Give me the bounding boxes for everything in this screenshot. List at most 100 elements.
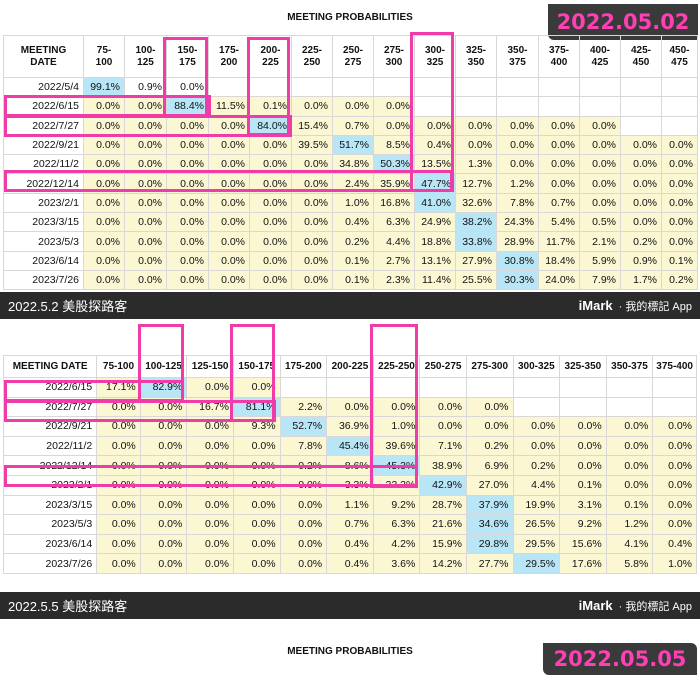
probability-cell: 0.0% xyxy=(538,134,580,156)
probability-cell: 0.4% xyxy=(332,212,374,233)
probability-cell: 0.1% xyxy=(332,269,374,291)
probability-cell xyxy=(559,377,607,398)
probability-cell: 32.6% xyxy=(455,192,497,214)
probability-cell: 42.9% xyxy=(419,474,467,496)
probability-cell: 35.9% xyxy=(373,173,415,194)
probability-cell: 1.3% xyxy=(455,154,497,175)
probability-cell xyxy=(326,377,374,398)
probability-cell: 0.0% xyxy=(620,192,662,214)
probability-cell: 0.0% xyxy=(166,76,209,98)
probability-cell: 0.0% xyxy=(139,416,188,437)
column-header-100-125: 100-125 xyxy=(124,35,167,78)
probability-cell: 0.4% xyxy=(414,134,456,156)
probability-cell: 0.0% xyxy=(83,231,125,252)
probability-cell: 0.0% xyxy=(620,173,662,194)
probability-cell: 0.0% xyxy=(652,514,697,535)
column-header-125-150: 125-150 xyxy=(186,355,234,378)
table-row: 2023/6/14 0.0% 0.0% 0.0% 0.0% 0.0% 0.4% 4.2% 15.… xyxy=(2,533,697,555)
probability-cell: 0.0% xyxy=(166,212,209,233)
probability-cell: 0.0% xyxy=(291,192,333,214)
probability-cell xyxy=(579,96,621,117)
table-row: 2022/12/14 0.0% 0.0% 0.0% 0.0% 0.0% 0.0% 2.4% 35… xyxy=(3,173,698,194)
probability-cell xyxy=(605,377,654,398)
probability-cell: 0.0% xyxy=(208,173,250,194)
probability-cell: 0.0% xyxy=(291,212,333,233)
probability-cell: 99.1% xyxy=(83,76,125,98)
probability-cell: 7.1% xyxy=(419,435,467,457)
probability-cell: 0.0% xyxy=(139,435,188,457)
probability-cell: 0.0% xyxy=(291,173,333,194)
column-header-225-250: 225-250 xyxy=(291,35,333,78)
panel-2022-05-02: MEETING PROBABILITIES 2022.05.02 MEETING… xyxy=(0,0,700,292)
meeting-date-cell: 2022/7/27 xyxy=(3,115,84,136)
meeting-date-cell: 2023/6/14 xyxy=(3,250,84,271)
probability-cell xyxy=(661,115,698,136)
probability-cell: 0.0% xyxy=(124,134,167,156)
table-row: 2022/5/4 99.1% 0.9% 0.0% xyxy=(3,76,698,98)
probability-cell: 0.0% xyxy=(579,134,621,156)
meeting-date-cell: 2023/7/26 xyxy=(3,269,84,291)
footer-caption: 2022.5.5 美股探路客 xyxy=(8,599,128,614)
probability-cell: 0.0% xyxy=(249,269,292,291)
probability-cell: 4.2% xyxy=(372,533,421,555)
probability-cell: 50.3% xyxy=(373,154,415,175)
column-header-375-400: 375-400 xyxy=(538,35,580,78)
meeting-date-cell: 2023/2/1 xyxy=(3,192,84,214)
probability-cell: 0.0% xyxy=(291,154,333,175)
probability-cell: 21.6% xyxy=(419,514,467,535)
probability-cell: 0.0% xyxy=(96,553,141,574)
probability-cell: 11.5% xyxy=(208,96,250,117)
column-header-meeting-date: MEETING DATE xyxy=(2,355,98,378)
probability-cell: 34.6% xyxy=(465,514,514,535)
column-header-175-200: 175-200 xyxy=(208,35,250,78)
probability-cell: 1.2% xyxy=(605,514,654,535)
probability-cell xyxy=(538,96,580,117)
table-row: 2022/7/27 0.0% 0.0% 0.0% 0.0% 84.0% 15.4% 0.7% 0… xyxy=(3,115,698,136)
probability-cell: 0.0% xyxy=(291,231,333,252)
probability-cell: 0.0% xyxy=(414,115,456,136)
meeting-date-cell: 2022/9/21 xyxy=(3,134,84,156)
probability-cell xyxy=(661,96,698,117)
probability-cell: 1.2% xyxy=(496,173,539,194)
column-header-375-400: 375-400 xyxy=(652,355,697,378)
column-header-350-375: 350-375 xyxy=(605,355,654,378)
probability-cell: 0.0% xyxy=(186,416,234,437)
probability-cell: 0.0% xyxy=(124,212,167,233)
probability-cell: 0.0% xyxy=(96,494,141,516)
table-row: 2023/7/26 0.0% 0.0% 0.0% 0.0% 0.0% 0.0% 0.1% 2.3… xyxy=(3,269,698,291)
probability-cell: 0.0% xyxy=(512,435,561,457)
probability-cell: 0.7% xyxy=(332,115,374,136)
probability-cell: 0.0% xyxy=(83,269,125,291)
probability-cell: 0.0% xyxy=(455,115,497,136)
probability-cell: 0.9% xyxy=(124,76,167,98)
meeting-date-cell: 2022/5/4 xyxy=(3,76,84,98)
column-header-275-300: 275-300 xyxy=(373,35,415,78)
probability-cell: 2.2% xyxy=(279,396,328,418)
probability-cell: 1.0% xyxy=(652,553,697,574)
probability-cell: 12.7% xyxy=(455,173,497,194)
probability-cell: 0.0% xyxy=(139,553,188,574)
probability-cell: 0.0% xyxy=(139,474,188,496)
probability-cell: 0.0% xyxy=(166,269,209,291)
probability-cell: 2.7% xyxy=(373,250,415,271)
probability-cell: 15.9% xyxy=(419,533,467,555)
probability-cell: 0.0% xyxy=(208,192,250,214)
probability-cell: 0.0% xyxy=(249,154,292,175)
probability-cell xyxy=(414,96,456,117)
probability-cell: 0.0% xyxy=(186,494,234,516)
probability-cell: 0.0% xyxy=(186,553,234,574)
probability-cell: 25.5% xyxy=(455,269,497,291)
probability-cell: 0.0% xyxy=(332,96,374,117)
probability-cell: 45.4% xyxy=(326,435,374,457)
probability-cell: 0.0% xyxy=(652,494,697,516)
probability-cell: 15.4% xyxy=(291,115,333,136)
probability-cell: 0.0% xyxy=(279,553,328,574)
probability-cell: 0.0% xyxy=(620,134,662,156)
probability-cell: 3.3% xyxy=(326,474,374,496)
probability-cell: 0.0% xyxy=(186,533,234,555)
probability-cell: 13.5% xyxy=(414,154,456,175)
probability-cell xyxy=(605,396,654,418)
probability-cell: 0.0% xyxy=(373,115,415,136)
meeting-date-cell: 2023/3/15 xyxy=(3,212,84,233)
probability-cell xyxy=(620,76,662,98)
